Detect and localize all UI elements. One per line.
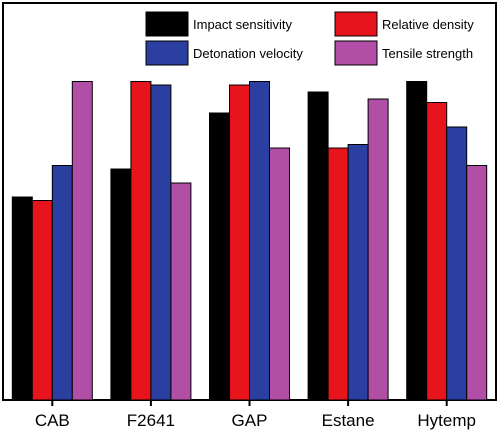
x-axis-labels: CAB F2641 GAP Estane Hytemp [35,411,476,430]
bar-gap-impact-sensitivity [209,112,230,401]
bar-cab-detonation-velocity [51,165,73,401]
bar-f2641-impact-sensitivity [110,168,132,401]
x-tick-label-f2641: F2641 [127,411,175,430]
bar-gap-detonation-velocity [249,81,270,401]
legend: Impact sensitivity Relative density Detona… [145,11,474,66]
bar-f2641-tensile-strength [170,182,192,401]
x-tick-label-hytemp: Hytemp [417,411,476,430]
bar-f2641-relative-density [130,81,152,401]
bar-cab-impact-sensitivity [11,196,33,401]
x-tick-label-gap: GAP [232,411,268,430]
x-tick-label-cab: CAB [35,411,70,430]
legend-swatch-relative-density [334,11,378,37]
bar-estane-tensile-strength [367,98,389,401]
legend-label-impact-sensitivity: Impact sensitivity [193,17,292,32]
bar-gap-tensile-strength [269,147,290,401]
x-tick-label-estane: Estane [322,411,375,430]
legend-label-relative-density: Relative density [382,17,474,32]
bar-f2641-detonation-velocity [150,84,172,401]
legend-label-detonation-velocity: Detonation velocity [193,46,303,61]
bar-hytemp-detonation-velocity [446,126,468,401]
bar-cab-tensile-strength [71,81,93,401]
bar-hytemp-impact-sensitivity [406,81,428,401]
bar-estane-impact-sensitivity [307,91,329,401]
bar-hytemp-relative-density [426,102,448,401]
bar-hytemp-tensile-strength [466,165,488,401]
legend-swatch-detonation-velocity [145,40,189,66]
legend-swatch-impact-sensitivity [145,11,189,37]
bar-gap-relative-density [229,84,250,401]
legend-label-tensile-strength: Tensile strength [382,46,473,61]
bar-cab-relative-density [31,200,53,401]
bar-estane-detonation-velocity [347,144,369,401]
x-axis-ticks [51,400,448,406]
legend-swatch-tensile-strength [334,40,378,66]
bar-estane-relative-density [327,147,349,401]
bars-group [11,81,488,401]
